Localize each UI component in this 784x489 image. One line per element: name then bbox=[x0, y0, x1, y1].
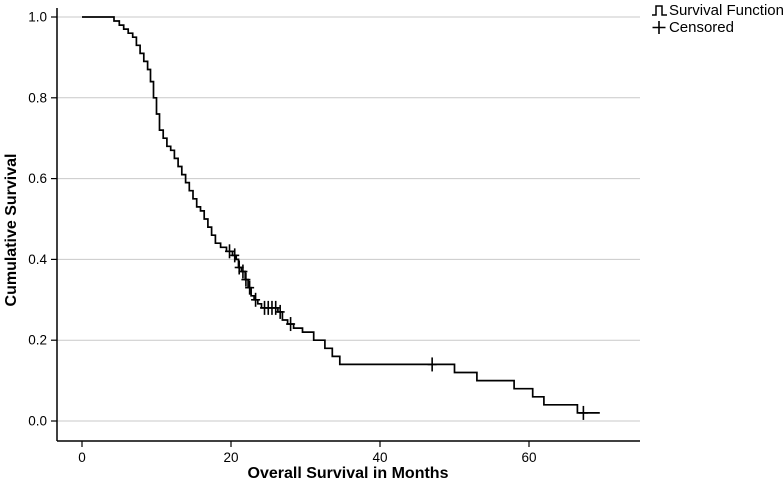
y-tick-label: 0.6 bbox=[28, 171, 47, 186]
y-tick-label: 1.0 bbox=[28, 10, 47, 25]
x-tick-label: 60 bbox=[521, 450, 536, 465]
x-tick-label: 0 bbox=[78, 450, 86, 465]
plus-icon bbox=[652, 21, 666, 34]
legend-item-censored: Censored bbox=[651, 19, 784, 36]
y-tick-label: 0.0 bbox=[28, 414, 47, 429]
step-line-icon bbox=[651, 5, 667, 16]
x-tick-label: 20 bbox=[223, 450, 238, 465]
legend: Survival Function Censored bbox=[651, 2, 784, 36]
legend-label-censored: Censored bbox=[668, 19, 734, 36]
y-tick-label: 0.2 bbox=[28, 333, 47, 348]
y-axis-title: Cumulative Survival bbox=[3, 154, 20, 307]
x-axis-title: Overall Survival in Months bbox=[248, 465, 449, 482]
legend-label-survival-function: Survival Function bbox=[668, 2, 784, 19]
y-tick-label: 0.4 bbox=[28, 252, 47, 267]
legend-item-survival-function: Survival Function bbox=[651, 2, 784, 19]
y-tick-label: 0.8 bbox=[28, 90, 47, 105]
survival-curve bbox=[82, 16, 600, 414]
x-tick-label: 40 bbox=[372, 450, 387, 465]
